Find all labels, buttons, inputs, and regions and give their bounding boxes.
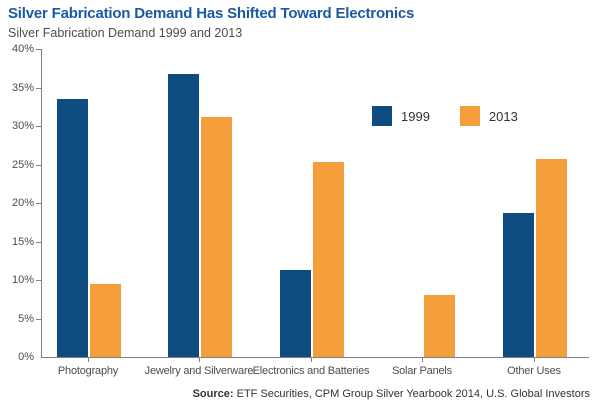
y-axis-tick-label: 0% [18, 351, 34, 363]
x-axis-label-solar-panels: Solar Panels [392, 365, 452, 377]
y-axis-tick-mark [36, 241, 41, 243]
source-line: Source: ETF Securities, CPM Group Silver… [193, 388, 590, 400]
legend-label-1999: 1999 [401, 108, 430, 124]
chart-title: Silver Fabrication Demand Has Shifted To… [8, 5, 415, 22]
bar-1999-photography [57, 99, 88, 357]
y-axis-tick-mark [36, 164, 41, 166]
legend-item-2013: 2013 [459, 106, 518, 126]
legend-label-2013: 2013 [488, 108, 518, 124]
x-axis-label-electronics-and-batteries: Electronics and Batteries [252, 365, 370, 377]
plot-area [41, 49, 589, 358]
source-label: Source: [192, 388, 234, 400]
x-axis-tick-mark [199, 358, 200, 362]
x-axis-label-jewelry-and-silverware: Jewelry and Silverware [144, 365, 254, 377]
x-axis-label-other-uses: Other Uses [507, 365, 561, 377]
bar-1999-other-uses [503, 213, 534, 357]
y-axis-tick-mark [36, 280, 41, 281]
x-axis-tick-mark [422, 358, 423, 362]
y-axis-tick-label: 30% [11, 120, 34, 132]
x-axis-tick-mark [311, 358, 312, 362]
bar-2013-electronics-and-batteries [313, 162, 344, 357]
bar-2013-photography [90, 284, 121, 357]
legend-swatch-2013 [459, 106, 480, 126]
y-axis-tick-label: 35% [11, 81, 34, 94]
bar-1999-electronics-and-batteries [280, 270, 311, 357]
y-axis-tick-label: 40% [11, 43, 34, 55]
y-axis-tick-label: 15% [11, 235, 34, 248]
x-axis-label-photography: Photography [57, 365, 119, 377]
y-axis-tick-label: 10% [11, 274, 34, 286]
y-axis-tick-mark [36, 126, 41, 127]
x-axis-tick-mark [534, 358, 535, 362]
y-axis-tick-label: 20% [11, 197, 34, 209]
bar-1999-jewelry-and-silverware [168, 74, 199, 357]
chart-subtitle: Silver Fabrication Demand 1999 and 2013 [8, 26, 243, 40]
legend: 1999 2013 [372, 106, 518, 126]
y-axis-tick-mark [36, 203, 41, 204]
source-text: ETF Securities, CPM Group Silver Yearboo… [233, 388, 590, 400]
y-axis-tick-mark [36, 49, 41, 50]
bar-2013-jewelry-and-silverware [201, 117, 232, 357]
x-axis-tick-mark [88, 358, 89, 362]
y-axis-tick-mark [36, 87, 41, 89]
y-axis-tick-label: 5% [18, 312, 34, 325]
y-axis-tick-mark [36, 318, 41, 320]
legend-swatch-1999 [372, 106, 392, 126]
bar-2013-other-uses [536, 159, 567, 357]
legend-item-1999: 1999 [372, 106, 430, 126]
y-axis-tick-label: 25% [11, 158, 34, 171]
bar-2013-solar-panels [424, 295, 455, 357]
